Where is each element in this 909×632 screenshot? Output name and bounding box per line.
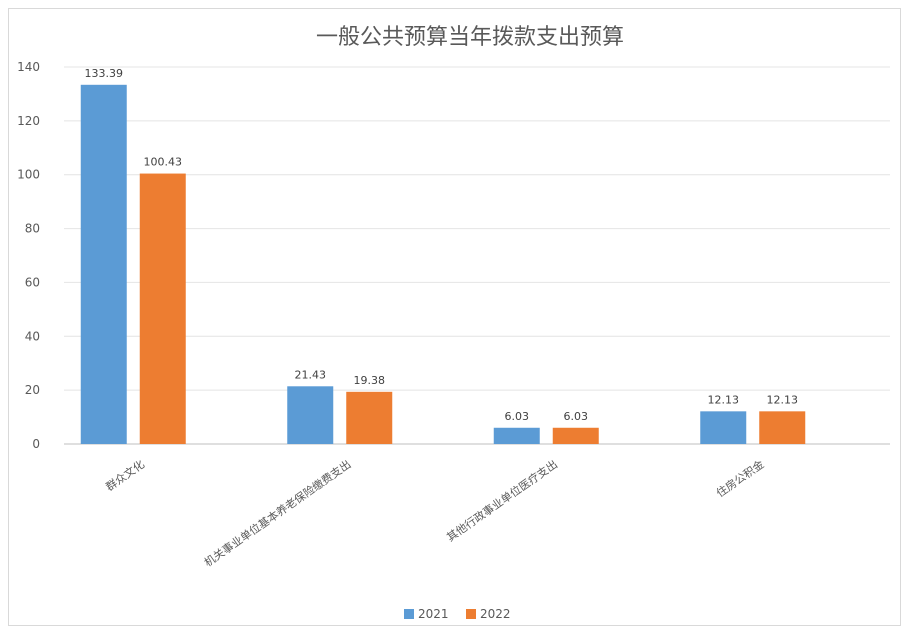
- bar-2021-1: [287, 386, 334, 444]
- data-labels: 133.39 100.43 21.43 19.38 6.03 6.03 12.13 12.13: [85, 67, 799, 423]
- gridlines: [64, 66, 890, 445]
- bar-2021-2: [493, 427, 540, 444]
- data-label: 100.43: [144, 156, 183, 169]
- x-axis: 群众文化 机关事业单位基本养老保险缴费支出 其他行政事业单位医疗支出 住房公积金: [103, 457, 767, 569]
- legend-swatch-2022: [466, 609, 476, 619]
- y-tick-label: 60: [25, 275, 40, 289]
- chart-title: 一般公共预算当年拨款支出预算: [316, 25, 624, 50]
- y-axis: 0 20 40 60 80 100 120 140: [17, 60, 40, 451]
- data-label: 6.03: [505, 410, 530, 423]
- category-label: 住房公积金: [713, 457, 766, 500]
- data-label: 12.13: [708, 393, 740, 406]
- category-label: 其他行政事业单位医疗支出: [444, 457, 560, 544]
- legend-swatch-2021: [404, 609, 414, 619]
- data-label: 21.43: [295, 368, 327, 381]
- bar-2022-0: [139, 173, 186, 445]
- y-tick-label: 140: [17, 60, 40, 74]
- category-label: 机关事业单位基本养老保险缴费支出: [201, 457, 353, 569]
- y-tick-label: 100: [17, 168, 40, 182]
- legend-label: 2022: [480, 607, 511, 621]
- data-label: 6.03: [564, 410, 589, 423]
- data-label: 12.13: [767, 393, 799, 406]
- y-tick-label: 20: [25, 383, 40, 397]
- bar-2022-3: [759, 411, 806, 444]
- bar-2022-1: [346, 391, 393, 444]
- bar-2022-2: [552, 427, 599, 444]
- bar-2021-0: [80, 84, 127, 444]
- data-label: 133.39: [85, 67, 124, 80]
- category-label: 群众文化: [103, 457, 147, 494]
- y-tick-label: 0: [32, 437, 40, 451]
- y-tick-label: 40: [25, 329, 40, 343]
- data-label: 19.38: [354, 374, 386, 387]
- y-tick-label: 120: [17, 114, 40, 128]
- legend: 2021 2022: [404, 607, 511, 621]
- legend-label: 2021: [418, 607, 449, 621]
- y-tick-label: 80: [25, 222, 40, 236]
- bars: [80, 84, 806, 445]
- bar-2021-3: [700, 411, 747, 444]
